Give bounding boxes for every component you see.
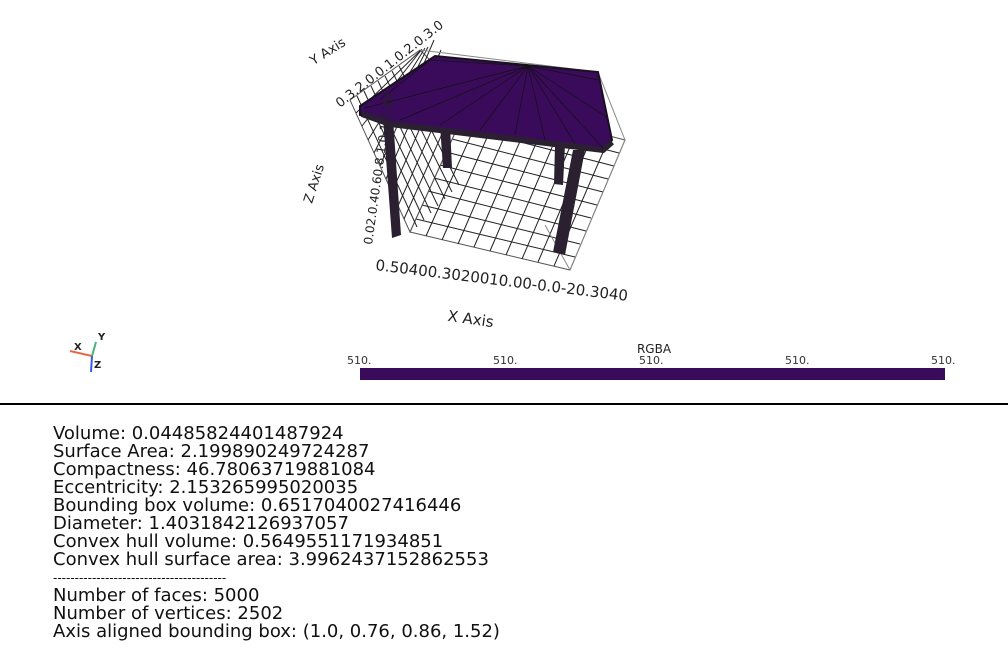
stat-aabb: Axis aligned bounding box: (1.0, 0.76, 0… <box>53 621 500 642</box>
orientation-x-label: X <box>74 342 82 353</box>
scene-svg: X Axis Y Axis Z Axis 0.50400.3020010.00-… <box>69 18 629 373</box>
mesh-wireframe <box>364 59 609 149</box>
3d-viewport[interactable]: X Axis Y Axis Z Axis 0.50400.3020010.00-… <box>0 0 1008 403</box>
mesh-stats: Volume: 0.04485824401487924 Surface Area… <box>53 425 500 641</box>
table-leg-back-right <box>554 145 565 185</box>
divider <box>0 403 1008 405</box>
colorbar-tick: 510. <box>639 354 664 367</box>
stat-compactness: Compactness: 46.78063719881084 <box>53 459 376 480</box>
stat-separator: ---------------------------------------- <box>53 571 227 585</box>
orientation-x-arrow <box>69 350 93 357</box>
stat-faces: Number of faces: 5000 <box>53 585 260 606</box>
stat-vertices: Number of vertices: 2502 <box>53 603 284 624</box>
colorbar-title: RGBA <box>636 342 672 356</box>
table-leg-front-right <box>553 150 585 255</box>
x-axis-ticks: 0.50400.3020010.00-0.0-20.3040 <box>375 256 629 305</box>
stat-eccentricity: Eccentricity: 2.153265995020035 <box>53 477 359 498</box>
stat-bbox-volume: Bounding box volume: 0.6517040027416446 <box>53 495 462 516</box>
stat-diameter: Diameter: 1.4031842126937057 <box>53 513 349 534</box>
stat-volume: Volume: 0.04485824401487924 <box>53 423 344 444</box>
orientation-widget: X Y Z <box>69 332 106 373</box>
stat-hull-area: Convex hull surface area: 3.996243715286… <box>53 549 489 570</box>
stat-surface-area: Surface Area: 2.199890249724287 <box>53 441 370 462</box>
colorbar-tick: 510. <box>347 354 372 367</box>
table-top-edge <box>360 111 614 154</box>
colorbar-tick: 510. <box>785 354 810 367</box>
orientation-z-label: Z <box>94 360 101 371</box>
orientation-y-label: Y <box>97 332 106 343</box>
z-axis-label: Z Axis <box>301 162 328 205</box>
colorbar-tick: 510. <box>931 354 956 367</box>
table-leg-back-left <box>440 125 452 168</box>
y-axis-label: Y Axis <box>307 35 349 69</box>
table-leg-front-left <box>383 118 401 238</box>
x-axis-label: X Axis <box>447 307 495 331</box>
orientation-y-arrow <box>91 341 97 357</box>
stat-hull-volume: Convex hull volume: 0.5649551171934851 <box>53 531 444 552</box>
colorbar-tick: 510. <box>493 354 518 367</box>
table-mesh <box>359 54 614 255</box>
orientation-z-arrow <box>90 355 93 373</box>
colorbar <box>360 368 945 380</box>
